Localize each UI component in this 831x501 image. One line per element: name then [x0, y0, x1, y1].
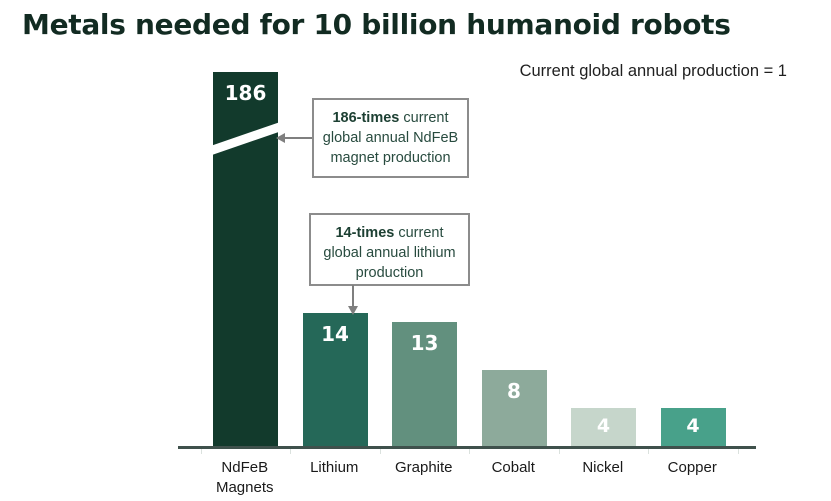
- x-label-lithium: Lithium: [310, 459, 359, 476]
- x-label-copper: Copper: [667, 459, 717, 476]
- axis-tick: [200, 449, 202, 454]
- annotation-line: global annual NdFeB: [322, 130, 459, 146]
- x-label-cobalt: Cobalt: [491, 459, 535, 476]
- scale-note: Current global annual production = 1: [519, 62, 787, 80]
- annotation-ndfeb: 186-times current global annual NdFeB ma…: [312, 98, 469, 178]
- annotation-text: current: [399, 110, 449, 126]
- x-label-nickel: Nickel: [582, 459, 624, 476]
- bar-nickel: 4: [571, 408, 636, 446]
- bar-value-label: 8: [507, 379, 521, 403]
- callout-arrow-lithium: [352, 285, 354, 307]
- bar-value-label: 14: [321, 322, 349, 346]
- bar-cobalt: 8: [481, 370, 547, 446]
- annotation-line: magnet production: [330, 150, 451, 166]
- axis-tick: [737, 449, 739, 454]
- bar-ndfeb-magnets: 186: [213, 72, 278, 446]
- annotation-line: 186-times current: [318, 108, 463, 128]
- bar-graphite: 13: [392, 322, 457, 446]
- bar-copper: 4: [660, 408, 726, 446]
- arrow-left-icon: [276, 133, 285, 143]
- annotation-bold: 14-times: [335, 225, 395, 241]
- x-label-graphite: Graphite: [394, 459, 453, 476]
- bar-lithium: 14: [302, 313, 368, 446]
- bar-value-label: 4: [686, 415, 700, 437]
- annotation-line: 14-times current: [315, 223, 464, 243]
- x-labels-row: NdFeB Magnets Lithium Graphite Cobalt Nickel…: [200, 458, 745, 499]
- annotation-lithium: 14-times current global annual lithium p…: [309, 213, 470, 286]
- chart-title: Metals needed for 10 billion humanoid ro…: [22, 8, 731, 41]
- bar-value-label: 4: [596, 415, 611, 437]
- axis-tick: [648, 449, 649, 454]
- x-label-ndfeb-magnets: NdFeB Magnets: [215, 459, 274, 497]
- annotation-line: global annual lithium: [323, 245, 456, 261]
- axis-tick: [379, 449, 381, 454]
- callout-arrow-ndfeb: [284, 137, 312, 139]
- axis-tick: [558, 449, 560, 454]
- bar-value-label: 186: [224, 81, 267, 105]
- axis-tick: [469, 449, 470, 454]
- annotation-text: current: [394, 225, 444, 241]
- axis-tick: [290, 449, 291, 454]
- annotation-bold: 186-times: [332, 110, 400, 126]
- annotation-line: production: [355, 265, 424, 281]
- bar-value-label: 13: [410, 331, 439, 355]
- arrow-down-icon: [348, 306, 358, 315]
- x-axis-line: [178, 446, 756, 449]
- bars-row: 186 14 13 8 4 4: [213, 72, 733, 446]
